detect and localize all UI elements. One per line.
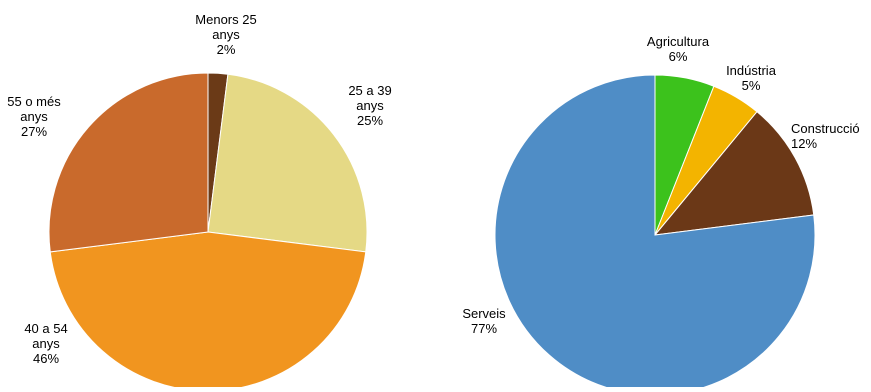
slice-data-label: Indústria 5% — [726, 63, 777, 93]
slice-data-label: 40 a 54 anys 46% — [24, 321, 67, 366]
slice-percent-label: 46% — [33, 351, 59, 366]
slice-percent-label: 2% — [217, 42, 236, 57]
slice-category-label: Menors 25 — [195, 12, 256, 27]
slice-category-label: 25 a 39 — [348, 83, 391, 98]
slice-category-label: 55 o més — [7, 94, 61, 109]
slice-percent-label: 6% — [669, 49, 688, 64]
slice-data-label: 25 a 39 anys 25% — [348, 83, 391, 128]
slice-percent-label: 5% — [742, 78, 761, 93]
slice-data-label: Construcció 12% — [791, 121, 860, 151]
pie-slice — [207, 73, 368, 253]
slice-category-label: Indústria — [726, 63, 777, 78]
slice-data-label: Serveis 77% — [462, 306, 506, 336]
slice-category-label: anys — [212, 27, 240, 42]
slice-percent-label: 27% — [21, 124, 47, 139]
slice-data-label: Agricultura 6% — [647, 34, 710, 64]
slice-percent-label: 12% — [791, 136, 817, 151]
slice-category-label: anys — [20, 109, 48, 124]
slice-percent-label: 25% — [357, 113, 383, 128]
pie-slice — [49, 231, 367, 392]
slice-percent-label: 77% — [471, 321, 497, 336]
slice-category-label: Construcció — [791, 121, 860, 136]
slice-category-label: Serveis — [462, 306, 506, 321]
slice-data-label: Menors 25 anys 2% — [195, 12, 256, 57]
slice-data-label: 55 o més anys 27% — [7, 94, 61, 139]
slice-category-label: anys — [32, 336, 60, 351]
pie-slice — [653, 111, 815, 236]
slice-category-label: 40 a 54 — [24, 321, 67, 336]
slice-category-label: Agricultura — [647, 34, 710, 49]
pie-slice — [48, 72, 209, 253]
pie-slice — [494, 74, 816, 392]
age-pie-chart: Menors 25 anys 2%25 a 39 anys 25%40 a 54 anys… — [7, 12, 392, 392]
sector-pie-chart: Agricultura 6% Indústria 5% Construcció 12% Se… — [462, 34, 860, 392]
slice-category-label: anys — [356, 98, 384, 113]
